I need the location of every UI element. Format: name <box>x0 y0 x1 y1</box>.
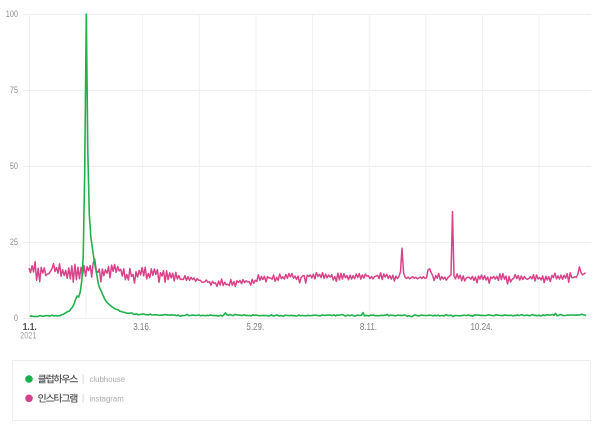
svg-text:10.24.: 10.24. <box>470 321 492 332</box>
svg-text:75: 75 <box>10 84 18 95</box>
svg-text:2021: 2021 <box>20 329 37 340</box>
svg-text:1.1.: 1.1. <box>23 321 37 332</box>
svg-text:100: 100 <box>6 8 18 19</box>
svg-text:0: 0 <box>14 312 18 323</box>
svg-text:clubhouse: clubhouse <box>90 375 126 384</box>
svg-text:3.16.: 3.16. <box>133 321 151 332</box>
svg-text:8.11.: 8.11. <box>360 321 377 332</box>
svg-text:50: 50 <box>10 160 18 171</box>
svg-text:5.29.: 5.29. <box>246 321 264 332</box>
svg-text:instagram: instagram <box>90 394 124 403</box>
svg-text:25: 25 <box>10 236 18 247</box>
